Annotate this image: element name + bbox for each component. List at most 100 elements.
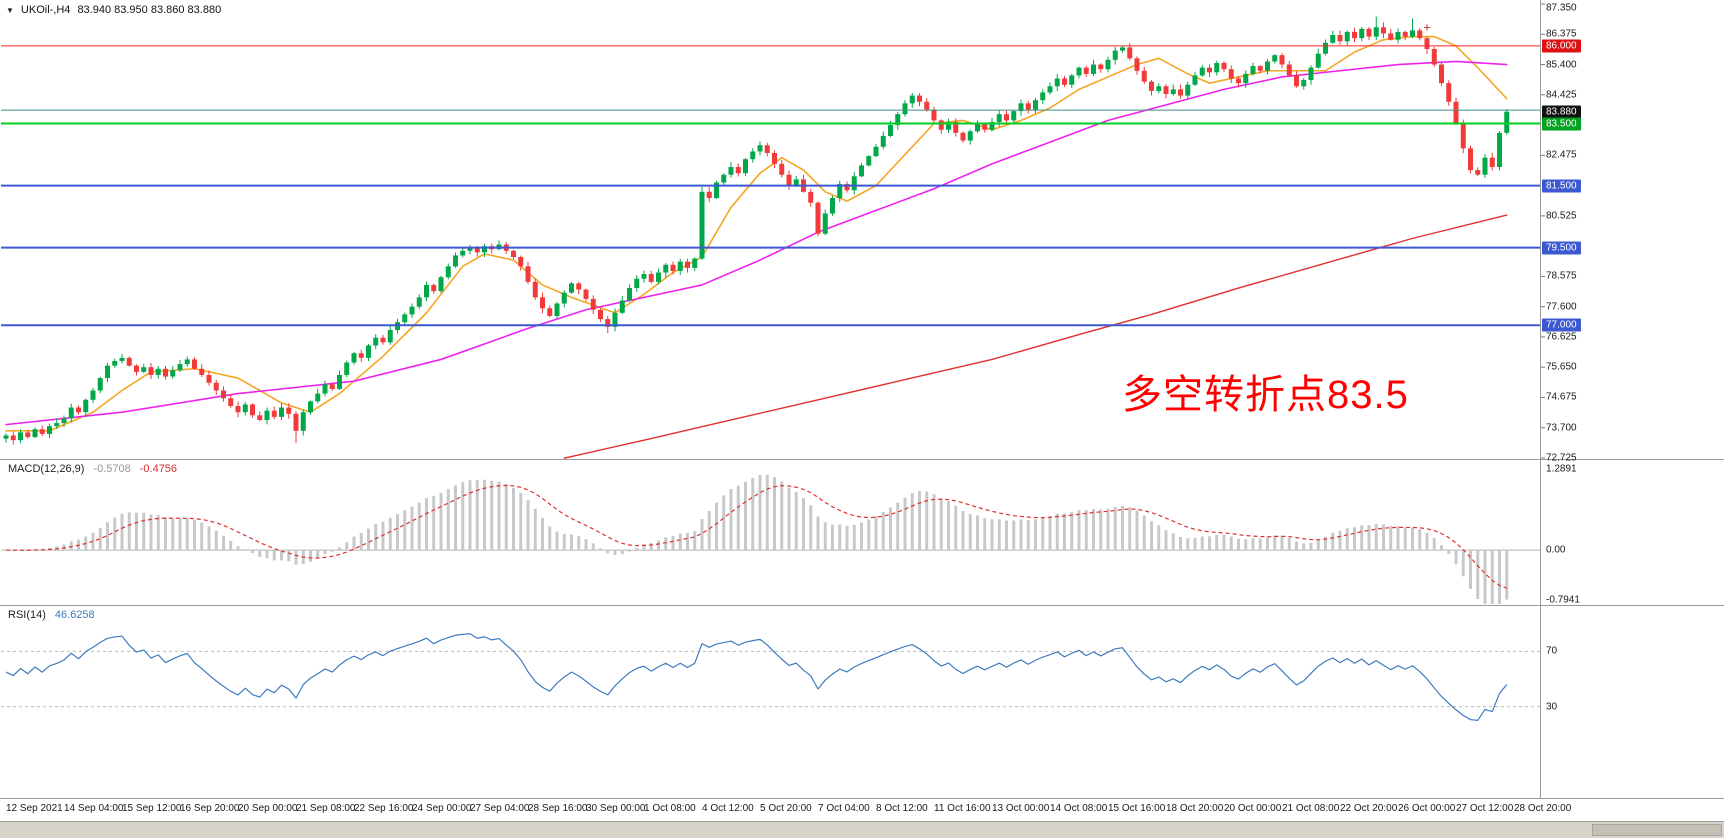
candle bbox=[764, 145, 770, 154]
candle bbox=[511, 250, 516, 257]
macd-signal-value: -0.4756 bbox=[139, 463, 178, 475]
candle bbox=[228, 398, 234, 407]
macd-signal-line bbox=[5, 484, 1507, 589]
candle bbox=[967, 131, 973, 141]
rsi-name: RSI(14) bbox=[8, 609, 46, 621]
candle bbox=[583, 289, 589, 299]
candle bbox=[735, 166, 741, 174]
candle bbox=[1047, 86, 1053, 93]
price-tick-label: 74.675 bbox=[1546, 391, 1577, 403]
candle bbox=[822, 213, 828, 234]
candle bbox=[18, 432, 23, 441]
candle bbox=[1091, 64, 1096, 74]
candle bbox=[264, 410, 270, 420]
candle bbox=[416, 297, 422, 307]
candle bbox=[1439, 64, 1444, 84]
candle bbox=[605, 319, 611, 327]
candle bbox=[590, 298, 596, 310]
time-label: 27 Oct 12:00 bbox=[1456, 803, 1514, 814]
slow-ma-line bbox=[563, 214, 1508, 459]
time-label: 12 Sep 2021 bbox=[6, 803, 63, 814]
candle bbox=[1460, 123, 1466, 149]
candle bbox=[235, 406, 241, 413]
candle bbox=[1330, 35, 1336, 43]
panel-frame-layer bbox=[0, 0, 1724, 799]
candle bbox=[1069, 75, 1075, 85]
candle bbox=[1243, 73, 1249, 84]
collapse-triangle-icon[interactable]: ▼ bbox=[6, 5, 14, 15]
time-label: 26 Oct 00:00 bbox=[1398, 803, 1456, 814]
time-label: 22 Sep 16:00 bbox=[354, 803, 414, 814]
macd-name: MACD(12,26,9) bbox=[8, 463, 85, 475]
rsi-axis-label: 30 bbox=[1546, 701, 1558, 713]
candle bbox=[431, 284, 437, 292]
time-label: 27 Sep 04:00 bbox=[470, 803, 530, 814]
candle bbox=[1207, 67, 1212, 73]
time-label: 15 Oct 16:00 bbox=[1108, 803, 1166, 814]
candle bbox=[1468, 148, 1473, 171]
candle bbox=[721, 174, 727, 183]
time-label: 5 Oct 20:00 bbox=[760, 803, 812, 814]
candle bbox=[47, 426, 52, 434]
price-tick-label: 77.600 bbox=[1546, 301, 1577, 313]
candle bbox=[170, 370, 176, 377]
candle bbox=[250, 404, 255, 416]
macd-main-value: -0.5708 bbox=[93, 463, 131, 475]
candle bbox=[1127, 47, 1133, 59]
horizontal-scrollbar[interactable] bbox=[0, 821, 1724, 838]
candle bbox=[641, 274, 647, 279]
candle bbox=[32, 429, 38, 438]
candle bbox=[1236, 78, 1241, 84]
price-tick-label: 76.625 bbox=[1546, 331, 1577, 343]
candle bbox=[460, 250, 466, 256]
candle bbox=[163, 368, 168, 377]
time-label: 30 Sep 00:00 bbox=[586, 803, 646, 814]
candle bbox=[1446, 83, 1452, 102]
candle bbox=[1214, 62, 1220, 73]
candle bbox=[424, 284, 429, 298]
price-line-label: 83.880 bbox=[1542, 105, 1581, 119]
time-label: 21 Sep 08:00 bbox=[296, 803, 356, 814]
candle bbox=[300, 412, 306, 431]
candle bbox=[1192, 75, 1198, 85]
candle bbox=[1482, 157, 1488, 175]
candle bbox=[221, 390, 226, 399]
candle bbox=[1011, 111, 1017, 121]
candle bbox=[105, 365, 110, 379]
candle bbox=[1265, 61, 1270, 71]
candle bbox=[1185, 84, 1191, 96]
candle bbox=[750, 151, 756, 160]
candle bbox=[1149, 81, 1154, 91]
candle bbox=[815, 202, 821, 234]
candle bbox=[663, 264, 669, 273]
candle bbox=[119, 357, 125, 361]
candle bbox=[126, 357, 132, 366]
candle bbox=[112, 360, 118, 366]
candle bbox=[1366, 28, 1372, 37]
candle bbox=[344, 362, 350, 375]
chart-header: ▼ UKOil-,H4 83.940 83.950 83.860 83.880 bbox=[6, 4, 221, 16]
candle bbox=[1134, 58, 1140, 71]
candle bbox=[199, 368, 205, 375]
candle bbox=[1076, 67, 1082, 76]
candle bbox=[409, 306, 415, 315]
candle bbox=[206, 374, 212, 383]
candle bbox=[1199, 67, 1205, 76]
candle bbox=[1156, 86, 1162, 91]
candle bbox=[467, 247, 473, 251]
rsi-label-row: RSI(14) 46.6258 bbox=[8, 609, 95, 621]
candle bbox=[518, 256, 524, 267]
candle bbox=[685, 261, 690, 268]
candle bbox=[917, 95, 922, 102]
candle bbox=[554, 303, 560, 316]
candle bbox=[699, 191, 705, 259]
horizontal-lines-layer: + bbox=[1, 19, 1540, 327]
time-label: 20 Sep 00:00 bbox=[238, 803, 298, 814]
candle bbox=[1373, 27, 1379, 37]
time-label: 20 Oct 00:00 bbox=[1224, 803, 1282, 814]
candle bbox=[286, 407, 292, 414]
scrollbar-thumb[interactable] bbox=[1592, 824, 1722, 836]
candle bbox=[772, 153, 777, 164]
candle bbox=[1250, 66, 1256, 74]
